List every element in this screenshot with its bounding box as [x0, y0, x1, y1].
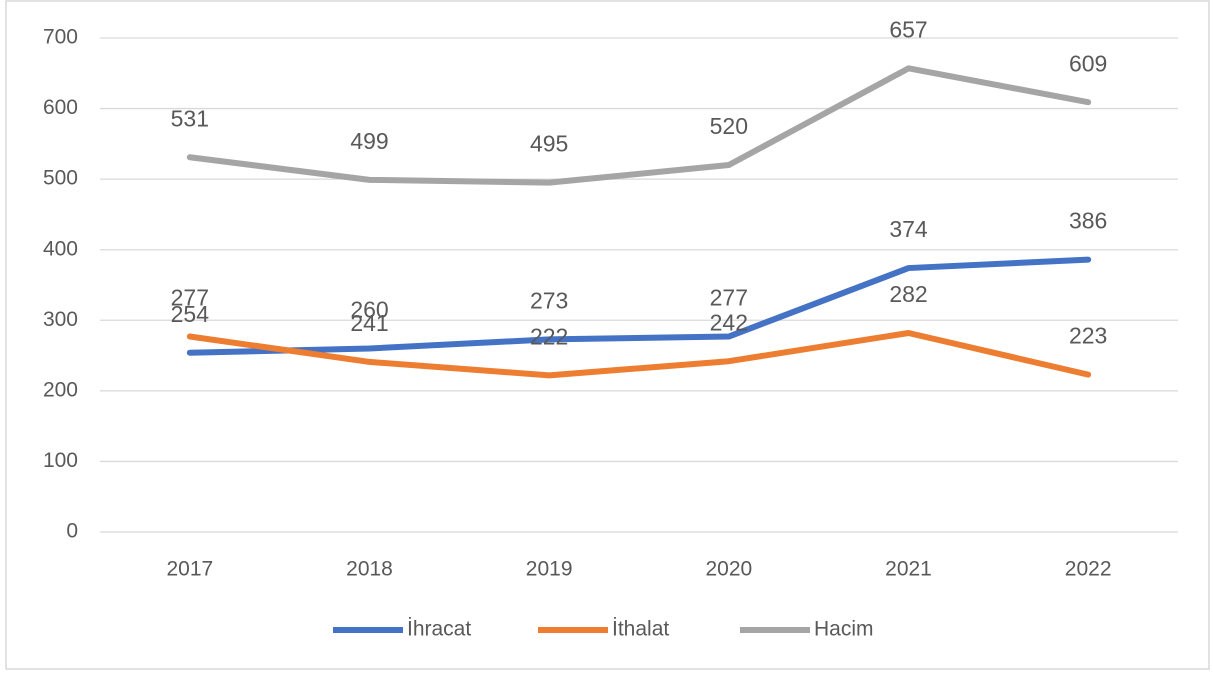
legend-label: İthalat [612, 618, 669, 641]
data-label: 273 [530, 287, 568, 313]
data-label: 282 [889, 281, 927, 307]
y-tick-label: 400 [43, 237, 78, 260]
x-tick-label: 2021 [885, 558, 932, 581]
chart-frame [5, 0, 1210, 670]
data-label: 277 [710, 285, 748, 311]
y-tick-label: 200 [43, 378, 78, 401]
data-label: 254 [171, 301, 210, 327]
legend-label: İhracat [407, 618, 471, 641]
series-line [186, 329, 1092, 379]
data-label: 520 [710, 113, 748, 139]
y-tick-label: 500 [43, 167, 78, 190]
y-tick-label: 600 [43, 96, 78, 119]
data-label: 531 [171, 105, 209, 131]
x-tick-label: 2022 [1065, 558, 1112, 581]
y-tick-label: 300 [43, 308, 78, 331]
series-line [186, 65, 1092, 186]
data-label: 277 [171, 285, 209, 311]
x-tick-label: 2018 [346, 558, 393, 581]
data-label: 222 [530, 323, 568, 349]
data-label: 260 [350, 297, 388, 323]
data-label: 241 [350, 310, 388, 336]
x-tick-label: 2019 [526, 558, 573, 581]
data-label: 499 [350, 128, 388, 154]
data-label: 609 [1069, 50, 1107, 76]
x-tick-label: 2020 [705, 558, 752, 581]
data-label: 657 [889, 16, 927, 42]
y-tick-label: 100 [43, 449, 78, 472]
series-line [186, 256, 1092, 356]
data-label: 242 [710, 309, 748, 335]
data-label: 223 [1069, 323, 1107, 349]
y-tick-label: 700 [43, 26, 78, 49]
data-label: 386 [1069, 208, 1107, 234]
legend-label: Hacim [814, 618, 874, 641]
x-tick-label: 2017 [166, 558, 213, 581]
data-label: 495 [530, 131, 568, 157]
data-label: 374 [889, 216, 928, 242]
y-tick-label: 0 [66, 520, 78, 543]
